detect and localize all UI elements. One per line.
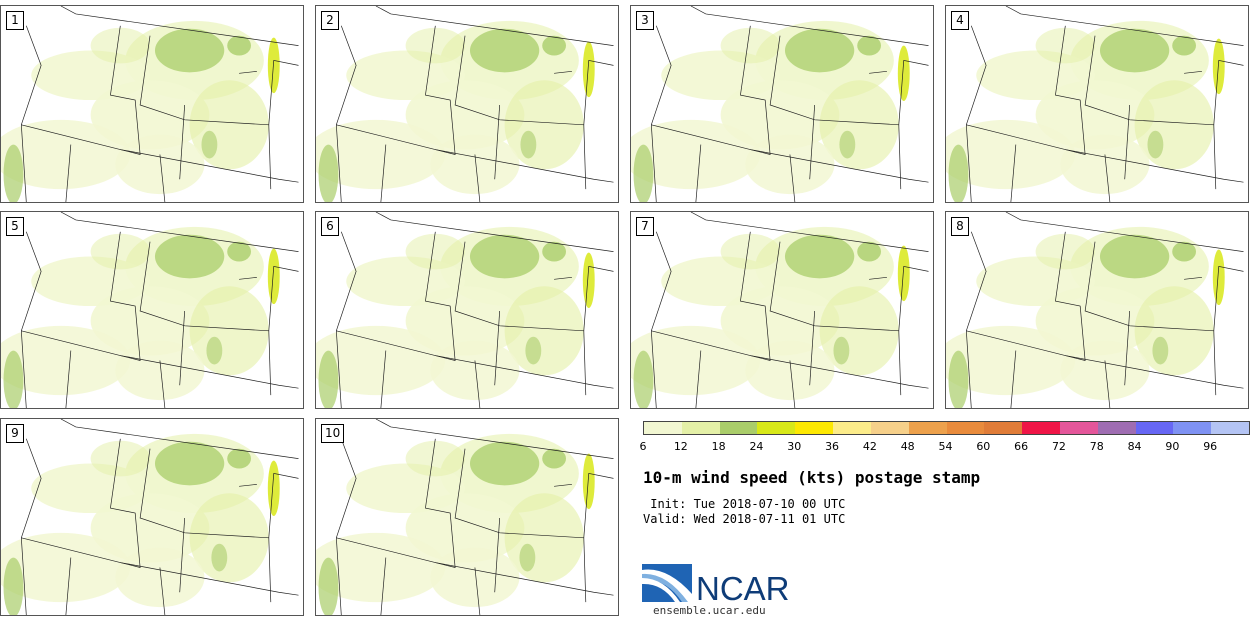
color-swatch — [1022, 422, 1060, 434]
wind-speed-map — [316, 419, 614, 615]
member-number-label: 10 — [321, 424, 345, 443]
init-time: Init: Tue 2018-07-10 00 UTC — [643, 497, 846, 511]
color-scale-tick-label: 36 — [825, 440, 840, 453]
valid-time: Valid: Wed 2018-07-11 01 UTC — [643, 512, 846, 526]
color-scale-tick-label: 66 — [1014, 440, 1029, 453]
member-number-label: 8 — [951, 217, 969, 236]
color-scale-ticks: 6 12 18 24 30 36 42 48 54 60 66 72 78 84 90 96 — [639, 440, 1248, 454]
color-swatch — [1135, 422, 1174, 434]
forecast-panel: 9 — [0, 418, 304, 616]
forecast-panel: 5 — [0, 211, 304, 409]
member-number-label: 7 — [636, 217, 654, 236]
member-number-label: 1 — [6, 11, 24, 30]
color-scale-tick-label: 24 — [749, 440, 764, 453]
ensemble-url: ensemble.ucar.edu — [653, 604, 766, 617]
color-swatch — [870, 422, 909, 434]
color-swatch — [833, 422, 871, 434]
map-title: 10-m wind speed (kts) postage stamp — [643, 468, 981, 487]
color-swatch — [681, 422, 720, 434]
wind-speed-map — [1, 6, 299, 202]
color-scale-tick-label: 30 — [787, 440, 802, 453]
color-swatch — [644, 422, 682, 434]
member-number-label: 9 — [6, 424, 24, 443]
color-scale-tick-label: 78 — [1089, 440, 1104, 453]
color-scale-tick-label: 72 — [1051, 440, 1066, 453]
color-swatch — [908, 422, 947, 434]
color-swatch — [946, 422, 985, 434]
color-scale-tick-label: 60 — [976, 440, 991, 453]
member-number-label: 6 — [321, 217, 339, 236]
color-swatch — [1097, 422, 1136, 434]
color-scale-tick-label: 12 — [673, 440, 688, 453]
forecast-panel: 7 — [630, 211, 934, 409]
color-swatch — [1211, 422, 1249, 434]
forecast-panel: 8 — [945, 211, 1249, 409]
color-swatch — [984, 422, 1023, 434]
forecast-panel: 10 — [315, 418, 619, 616]
member-number-label: 2 — [321, 11, 339, 30]
wind-speed-map — [631, 212, 929, 408]
color-scale-bar — [643, 421, 1250, 435]
color-scale-tick-label: 6 — [639, 440, 647, 453]
member-number-label: 3 — [636, 11, 654, 30]
color-scale-tick-label: 96 — [1203, 440, 1218, 453]
forecast-panel: 1 — [0, 5, 304, 203]
member-number-label: 4 — [951, 11, 969, 30]
ncar-logo-text: NCAR — [696, 570, 790, 607]
color-scale-tick-label: 42 — [862, 440, 877, 453]
wind-speed-map — [316, 212, 614, 408]
color-scale-tick-label: 48 — [900, 440, 915, 453]
wind-speed-map — [631, 6, 929, 202]
color-swatch — [719, 422, 758, 434]
color-swatch — [795, 422, 834, 434]
color-scale-tick-label: 18 — [711, 440, 726, 453]
wind-speed-map — [946, 212, 1244, 408]
ncar-logo-icon — [642, 564, 692, 602]
wind-speed-map — [316, 6, 614, 202]
forecast-panel: 2 — [315, 5, 619, 203]
wind-speed-map — [1, 212, 299, 408]
color-swatch — [757, 422, 796, 434]
color-scale-tick-label: 84 — [1127, 440, 1142, 453]
color-scale-tick-label: 90 — [1165, 440, 1180, 453]
color-swatch — [1059, 422, 1098, 434]
color-scale-tick-label: 54 — [938, 440, 953, 453]
forecast-panel: 6 — [315, 211, 619, 409]
color-swatch — [1173, 422, 1212, 434]
forecast-panel: 3 — [630, 5, 934, 203]
wind-speed-map — [1, 419, 299, 615]
member-number-label: 5 — [6, 217, 24, 236]
forecast-panel: 4 — [945, 5, 1249, 203]
wind-speed-map — [946, 6, 1244, 202]
